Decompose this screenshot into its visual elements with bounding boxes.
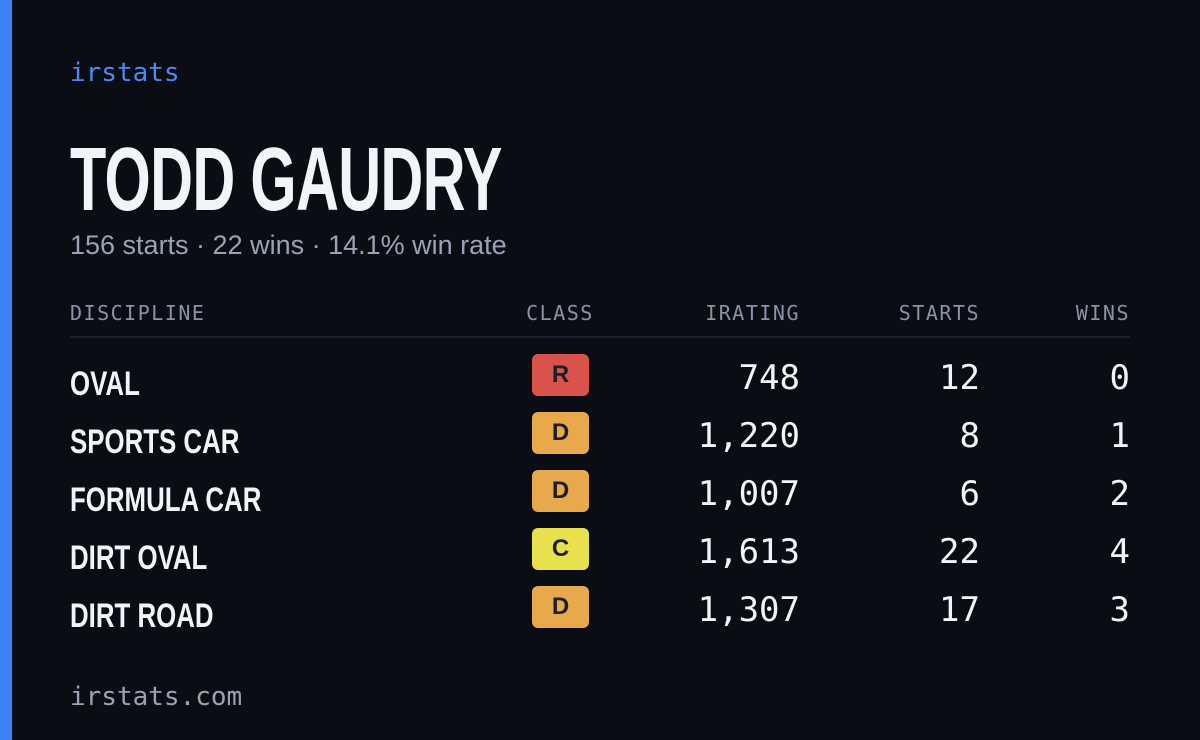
starts: 8	[959, 416, 980, 456]
column-header: WINS	[1075, 301, 1130, 325]
starts: 22	[939, 532, 980, 572]
class-badge: D	[532, 412, 589, 454]
discipline: DIRT ROAD	[70, 597, 214, 635]
brand: irstats	[70, 58, 180, 88]
divider	[70, 336, 1130, 338]
class-badge: C	[532, 528, 589, 570]
wins: 2	[1109, 474, 1130, 514]
discipline: SPORTS CAR	[70, 423, 240, 461]
footer-url: irstats.com	[70, 682, 243, 712]
wins: 0	[1109, 358, 1130, 398]
irating: 748	[738, 358, 800, 398]
driver-name: TODD GAUDRY	[70, 130, 502, 230]
column-header: IRATING	[705, 301, 800, 325]
class-badge: D	[532, 470, 589, 512]
irating: 1,007	[697, 474, 800, 514]
wins: 1	[1109, 416, 1130, 456]
discipline: DIRT OVAL	[70, 539, 208, 577]
starts: 12	[939, 358, 980, 398]
irating: 1,613	[697, 532, 800, 572]
column-header: STARTS	[898, 301, 980, 325]
discipline: OVAL	[70, 365, 140, 403]
class-badge: R	[532, 354, 589, 396]
wins: 3	[1109, 590, 1130, 630]
irating: 1,307	[697, 590, 800, 630]
discipline: FORMULA CAR	[70, 481, 262, 519]
irating: 1,220	[697, 416, 800, 456]
column-header: DISCIPLINE	[70, 301, 206, 325]
summary: 156 starts · 22 wins · 14.1% win rate	[70, 230, 507, 260]
starts: 17	[939, 590, 980, 630]
wins: 4	[1109, 532, 1130, 572]
column-header: CLASS	[526, 301, 594, 325]
accent-bar	[0, 0, 12, 740]
class-badge: D	[532, 586, 589, 628]
starts: 6	[959, 474, 980, 514]
